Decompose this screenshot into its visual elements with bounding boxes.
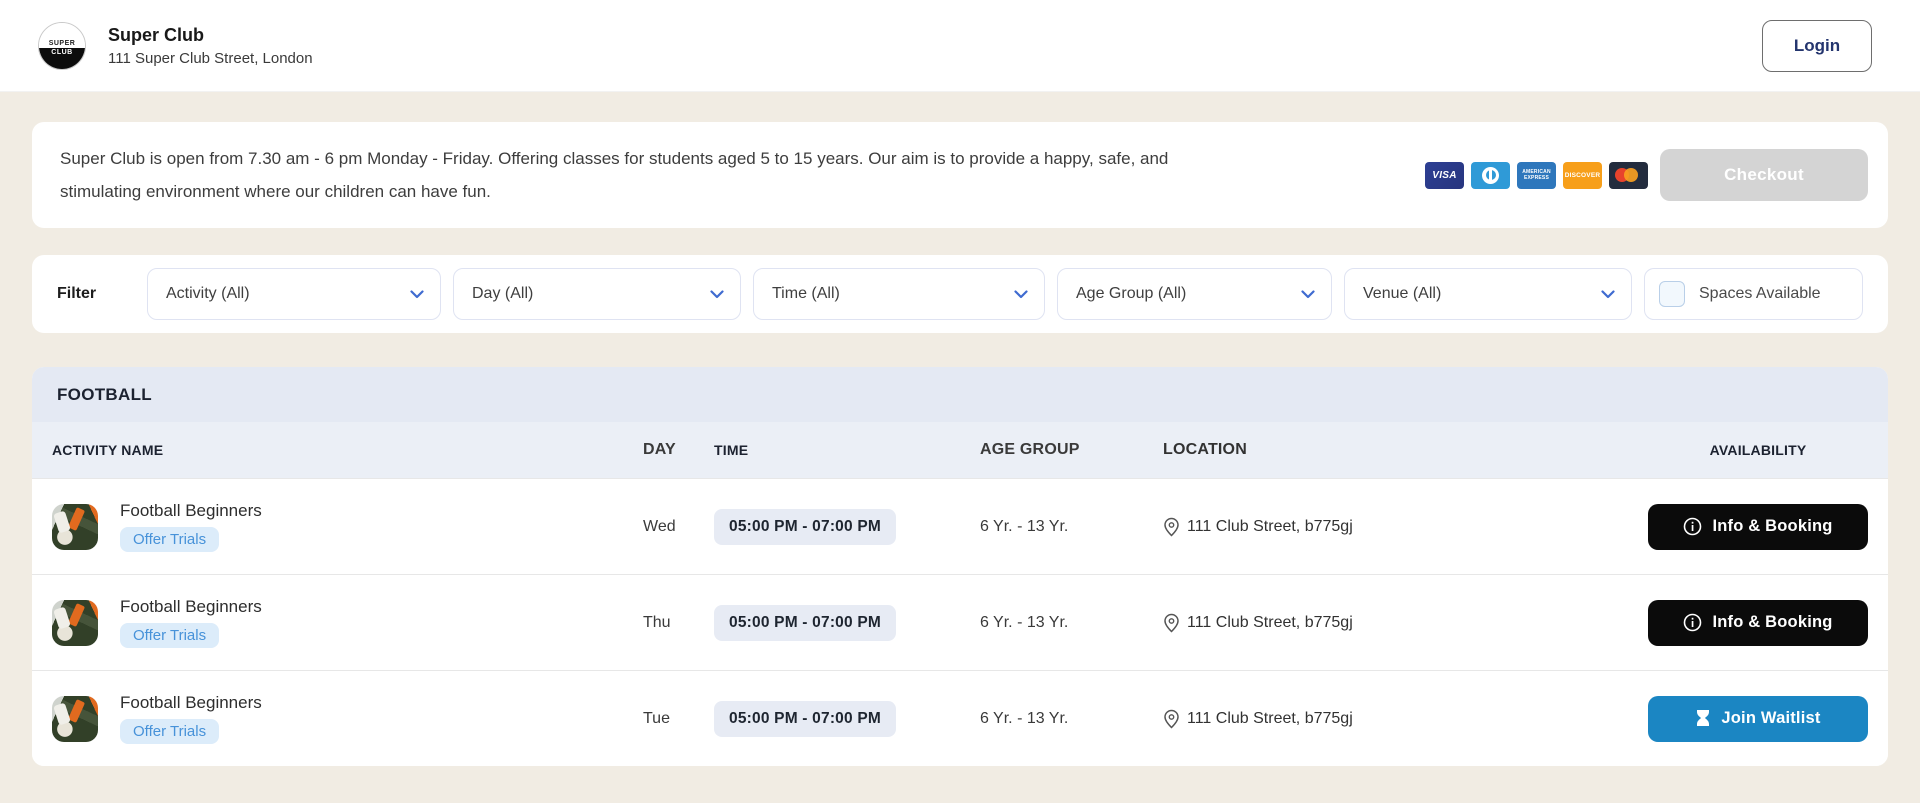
spaces-available-label: Spaces Available xyxy=(1699,285,1821,302)
diners-club-icon xyxy=(1471,161,1510,189)
discover-label: DISCOVER xyxy=(1564,171,1601,179)
filter-bar: Filter Activity (All) Day (All) Time (Al… xyxy=(32,255,1888,333)
offer-trials-badge: Offer Trials xyxy=(120,719,220,744)
login-button[interactable]: Login xyxy=(1762,19,1872,72)
time-filter-value: Time (All) xyxy=(772,285,840,302)
venue-filter-dropdown[interactable]: Venue (All) xyxy=(1344,268,1632,320)
info-icon xyxy=(1683,613,1702,632)
amex-label-2: EXPRESS xyxy=(1523,175,1550,181)
top-header: SUPER CLUB Super Club 111 Super Club Str… xyxy=(0,0,1920,92)
chevron-down-icon xyxy=(710,289,724,299)
age-group-filter-value: Age Group (All) xyxy=(1076,285,1187,302)
offer-trials-badge: Offer Trials xyxy=(120,527,220,552)
table-row: Football Beginners Offer Trials Tue 05:0… xyxy=(32,670,1888,766)
column-activity-name: ACTIVITY NAME xyxy=(52,442,164,458)
time-filter-dropdown[interactable]: Time (All) xyxy=(753,268,1045,320)
info-booking-button[interactable]: Info & Booking xyxy=(1648,599,1868,646)
location-value: 111 Club Street, b775gj xyxy=(1187,517,1353,535)
spaces-available-filter: Spaces Available xyxy=(1644,268,1863,320)
activity-filter-dropdown[interactable]: Activity (All) xyxy=(147,268,441,320)
age-group-value: 6 Yr. - 13 Yr. xyxy=(980,613,1069,631)
day-filter-value: Day (All) xyxy=(472,285,534,302)
activity-thumbnail xyxy=(52,695,98,742)
activity-name: Football Beginners xyxy=(120,501,262,520)
mastercard-icon xyxy=(1609,161,1648,189)
chevron-down-icon xyxy=(410,289,424,299)
activity-name: Football Beginners xyxy=(120,693,262,712)
club-logo-top-text: SUPER xyxy=(39,22,85,48)
checkout-button[interactable]: Checkout xyxy=(1660,149,1868,201)
column-location: LOCATION xyxy=(1163,441,1247,458)
column-availability: AVAILABILITY xyxy=(1709,442,1807,458)
location-pin-icon xyxy=(1163,709,1180,729)
club-logo: SUPER CLUB xyxy=(38,21,86,70)
column-time: TIME xyxy=(714,442,749,458)
activity-thumbnail xyxy=(52,503,98,550)
time-pill: 05:00 PM - 07:00 PM xyxy=(714,604,896,641)
amex-label-1: AMERICAN xyxy=(1522,169,1551,175)
age-group-value: 6 Yr. - 13 Yr. xyxy=(980,517,1069,535)
location-value: 111 Club Street, b775gj xyxy=(1187,709,1353,727)
info-banner: Super Club is open from 7.30 am - 6 pm M… xyxy=(32,122,1888,228)
day-value: Wed xyxy=(643,517,676,535)
info-booking-label: Info & Booking xyxy=(1712,517,1833,535)
filter-label: Filter xyxy=(57,285,97,302)
day-value: Thu xyxy=(643,613,671,631)
visa-icon: VISA xyxy=(1425,161,1464,189)
american-express-icon: AMERICAN EXPRESS xyxy=(1517,161,1556,189)
activities-table-card: FOOTBALL ACTIVITY NAME DAY TIME AGE GROU… xyxy=(32,367,1888,766)
join-waitlist-button[interactable]: Join Waitlist xyxy=(1648,695,1868,742)
hourglass-icon xyxy=(1695,709,1711,728)
offer-trials-badge: Offer Trials xyxy=(120,623,220,648)
column-day: DAY xyxy=(643,441,676,458)
chevron-down-icon xyxy=(1014,289,1028,299)
chevron-down-icon xyxy=(1301,289,1315,299)
table-header-row: ACTIVITY NAME DAY TIME AGE GROUP LOCATIO… xyxy=(32,422,1888,478)
activity-name: Football Beginners xyxy=(120,597,262,616)
spaces-available-checkbox[interactable] xyxy=(1659,281,1685,307)
column-age-group: AGE GROUP xyxy=(980,441,1080,458)
age-group-filter-dropdown[interactable]: Age Group (All) xyxy=(1057,268,1332,320)
page-content: Super Club is open from 7.30 am - 6 pm M… xyxy=(0,122,1920,766)
activity-filter-value: Activity (All) xyxy=(166,285,250,302)
section-title-football: FOOTBALL xyxy=(32,367,1888,422)
diners-globe xyxy=(1482,166,1499,184)
club-meta: Super Club 111 Super Club Street, London xyxy=(108,24,313,68)
venue-filter-value: Venue (All) xyxy=(1363,285,1442,302)
club-address: 111 Super Club Street, London xyxy=(108,50,313,68)
page-title: Super Club xyxy=(108,24,205,45)
payment-methods: VISA AMERICAN EXPRESS DISCOVER xyxy=(1425,161,1648,189)
visa-label: VISA xyxy=(1432,169,1457,181)
discover-icon: DISCOVER xyxy=(1563,161,1602,189)
club-description: Super Club is open from 7.30 am - 6 pm M… xyxy=(60,149,1169,201)
time-pill: 05:00 PM - 07:00 PM xyxy=(714,700,896,737)
info-booking-label: Info & Booking xyxy=(1712,613,1833,631)
info-icon xyxy=(1683,517,1702,536)
club-logo-bottom-text: CLUB xyxy=(39,47,85,69)
age-group-value: 6 Yr. - 13 Yr. xyxy=(980,709,1069,727)
join-waitlist-label: Join Waitlist xyxy=(1721,709,1821,727)
location-value: 111 Club Street, b775gj xyxy=(1187,613,1353,631)
table-row: Football Beginners Offer Trials Thu 05:0… xyxy=(32,574,1888,670)
table-row: Football Beginners Offer Trials Wed 05:0… xyxy=(32,478,1888,574)
location-pin-icon xyxy=(1163,613,1180,633)
time-pill: 05:00 PM - 07:00 PM xyxy=(714,508,896,545)
banner-right-group: VISA AMERICAN EXPRESS DISCOVER Checkout xyxy=(1425,149,1868,201)
info-booking-button[interactable]: Info & Booking xyxy=(1648,503,1868,550)
activity-thumbnail xyxy=(52,599,98,646)
chevron-down-icon xyxy=(1601,289,1615,299)
location-pin-icon xyxy=(1163,517,1180,537)
day-filter-dropdown[interactable]: Day (All) xyxy=(453,268,741,320)
day-value: Tue xyxy=(643,709,670,727)
